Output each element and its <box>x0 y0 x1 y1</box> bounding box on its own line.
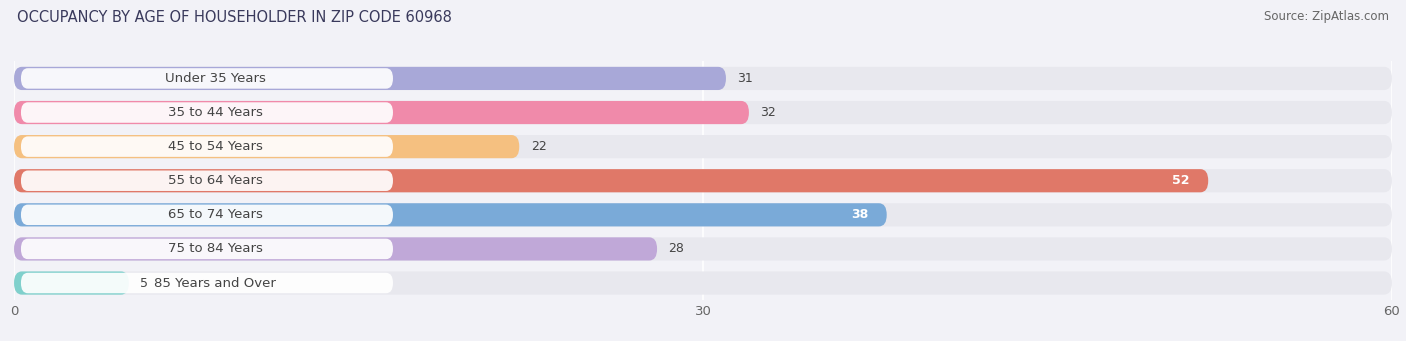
Text: 45 to 54 Years: 45 to 54 Years <box>167 140 263 153</box>
FancyBboxPatch shape <box>14 67 1392 90</box>
FancyBboxPatch shape <box>14 67 725 90</box>
FancyBboxPatch shape <box>21 68 394 89</box>
FancyBboxPatch shape <box>21 136 394 157</box>
Text: 75 to 84 Years: 75 to 84 Years <box>167 242 263 255</box>
FancyBboxPatch shape <box>14 237 1392 261</box>
FancyBboxPatch shape <box>21 102 394 123</box>
Text: 52: 52 <box>1173 174 1189 187</box>
Text: 5: 5 <box>141 277 149 290</box>
Text: 85 Years and Over: 85 Years and Over <box>155 277 276 290</box>
FancyBboxPatch shape <box>14 271 1392 295</box>
Text: 55 to 64 Years: 55 to 64 Years <box>167 174 263 187</box>
FancyBboxPatch shape <box>21 239 394 259</box>
FancyBboxPatch shape <box>14 169 1208 192</box>
Text: 32: 32 <box>761 106 776 119</box>
FancyBboxPatch shape <box>14 203 887 226</box>
FancyBboxPatch shape <box>21 205 394 225</box>
FancyBboxPatch shape <box>14 135 519 158</box>
Text: Source: ZipAtlas.com: Source: ZipAtlas.com <box>1264 10 1389 23</box>
Text: 35 to 44 Years: 35 to 44 Years <box>167 106 263 119</box>
FancyBboxPatch shape <box>14 271 129 295</box>
Text: 38: 38 <box>851 208 869 221</box>
Text: Under 35 Years: Under 35 Years <box>165 72 266 85</box>
FancyBboxPatch shape <box>14 237 657 261</box>
FancyBboxPatch shape <box>21 170 394 191</box>
Text: 22: 22 <box>531 140 547 153</box>
FancyBboxPatch shape <box>14 135 1392 158</box>
Text: 31: 31 <box>738 72 754 85</box>
FancyBboxPatch shape <box>21 273 394 293</box>
FancyBboxPatch shape <box>14 169 1392 192</box>
Text: 65 to 74 Years: 65 to 74 Years <box>167 208 263 221</box>
FancyBboxPatch shape <box>14 101 749 124</box>
Text: OCCUPANCY BY AGE OF HOUSEHOLDER IN ZIP CODE 60968: OCCUPANCY BY AGE OF HOUSEHOLDER IN ZIP C… <box>17 10 451 25</box>
FancyBboxPatch shape <box>14 101 1392 124</box>
FancyBboxPatch shape <box>14 203 1392 226</box>
Text: 28: 28 <box>669 242 685 255</box>
